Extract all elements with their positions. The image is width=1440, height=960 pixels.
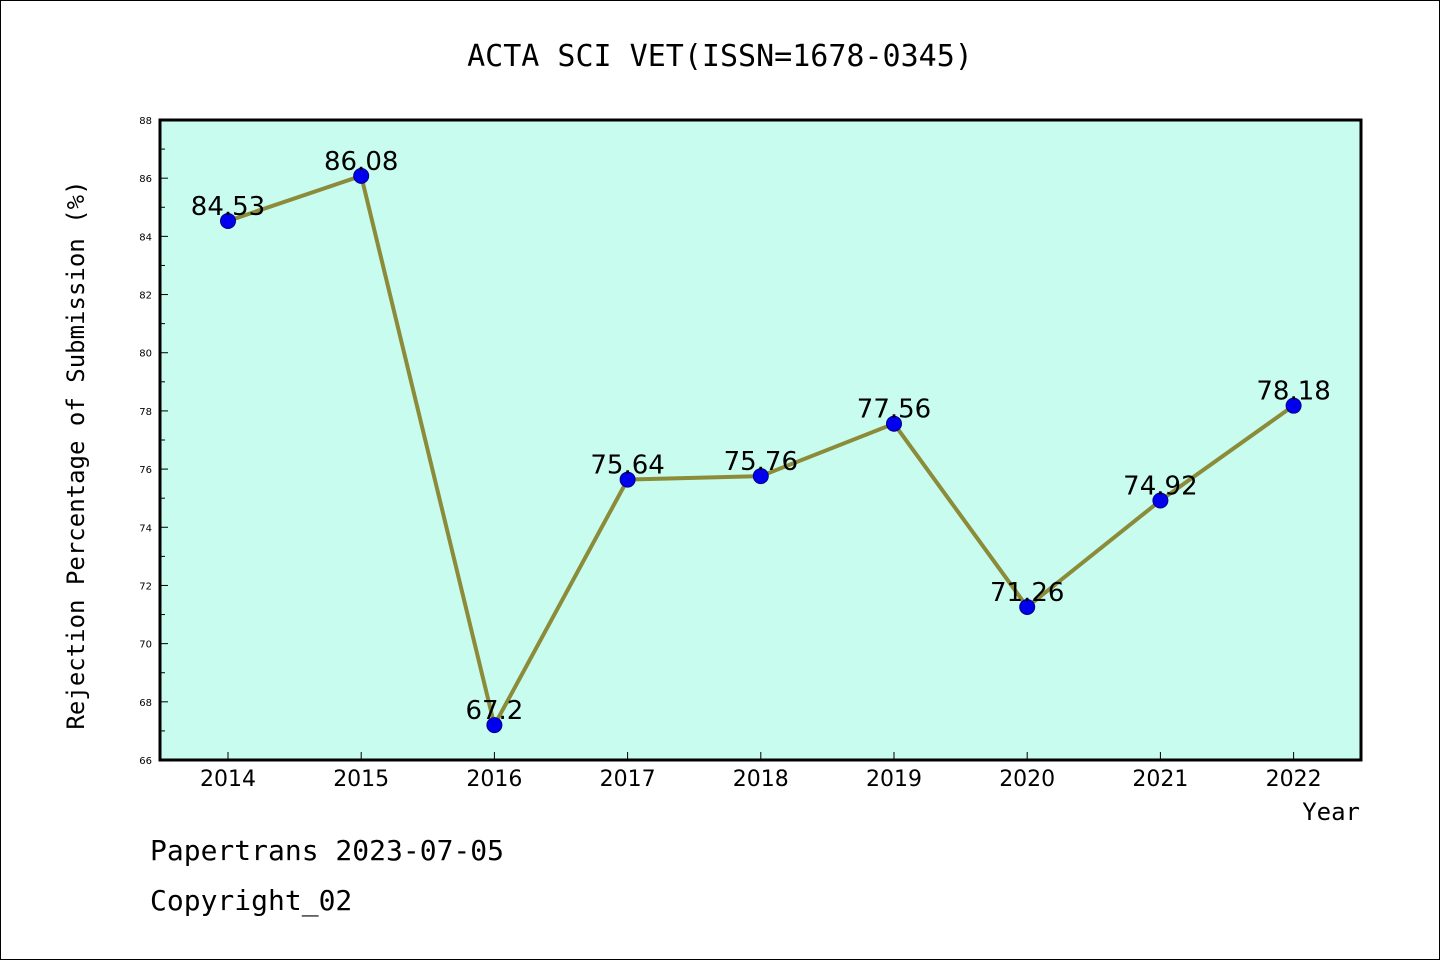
x-tick-label: 2020 — [999, 767, 1055, 792]
footer-copyright: Copyright_02 — [150, 884, 353, 917]
x-tick-label: 2022 — [1266, 767, 1322, 792]
data-point — [486, 717, 503, 734]
plot-border — [158, 118, 1363, 762]
y-tick-label: 76 — [139, 465, 152, 476]
data-label: 77.56 — [857, 395, 931, 425]
data-point — [1152, 492, 1169, 509]
data-label: 74.92 — [1123, 472, 1197, 502]
data-label: 67.2 — [465, 696, 523, 726]
y-axis-label: Rejection Percentage of Submission (%) — [62, 180, 90, 729]
data-point — [353, 167, 370, 184]
plot-area — [160, 120, 1361, 760]
y-tick-label: 86 — [139, 174, 152, 185]
y-tick-label: 88 — [139, 116, 152, 127]
y-tick-label: 74 — [139, 523, 152, 534]
data-label: 84.53 — [191, 192, 265, 222]
data-point — [752, 468, 769, 485]
y-axis: 66 68 70 72 74 76 78 80 82 84 86 88 — [139, 116, 168, 767]
data-point — [886, 415, 902, 432]
data-label: 78.18 — [1256, 377, 1330, 407]
y-tick-label: 82 — [139, 291, 152, 302]
x-tick-label: 2019 — [866, 767, 922, 792]
x-tick-label: 2021 — [1132, 767, 1188, 792]
data-label: 86.08 — [324, 147, 398, 177]
data-point — [619, 471, 636, 488]
data-point — [220, 212, 236, 229]
x-tick-label: 2014 — [200, 767, 256, 792]
y-tick-label: 72 — [139, 581, 152, 592]
data-label: 75.64 — [590, 451, 664, 481]
data-markers — [220, 167, 1302, 734]
footer-date: Papertrans 2023-07-05 — [150, 834, 505, 867]
x-tick-label: 2015 — [333, 767, 389, 792]
y-tick-label: 80 — [139, 349, 152, 360]
data-label: 75.76 — [724, 447, 798, 477]
x-tick-label: 2017 — [600, 767, 656, 792]
data-point — [1285, 397, 1302, 414]
x-tick-label: 2018 — [733, 767, 789, 792]
y-tick-label: 68 — [139, 698, 152, 709]
x-axis: 2014 2015 2016 2017 2018 2019 2020 2021 2022 — [200, 752, 1322, 792]
data-labels: 84.53 86.08 67.2 75.64 75.76 77.56 71.26 74.92 7… — [191, 147, 1331, 726]
y-tick-label: 70 — [139, 640, 152, 651]
data-point — [1019, 598, 1036, 615]
chart-title: ACTA SCI VET(ISSN=1678-0345) — [467, 39, 973, 74]
x-axis-label: Year — [1302, 798, 1360, 826]
y-tick-label: 66 — [139, 756, 152, 767]
y-tick-label: 84 — [139, 232, 152, 243]
data-label: 71.26 — [990, 578, 1064, 608]
x-tick-label: 2016 — [466, 767, 522, 792]
y-tick-label: 78 — [139, 407, 152, 418]
